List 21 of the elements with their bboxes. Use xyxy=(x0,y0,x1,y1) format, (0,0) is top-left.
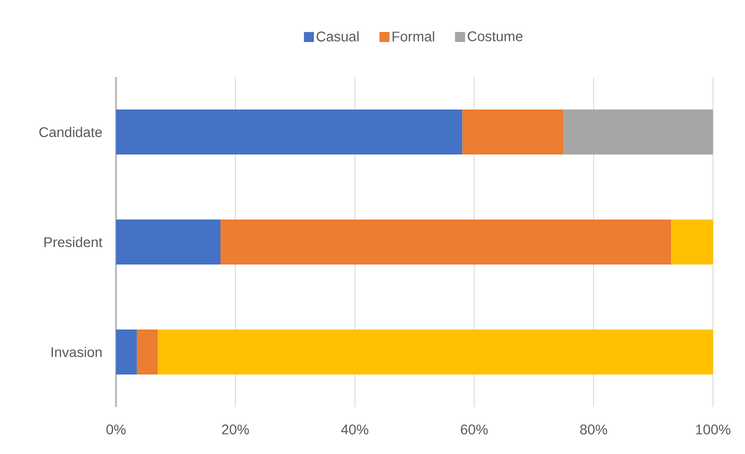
legend-label: Costume xyxy=(468,31,522,42)
x-tick-label: 100% xyxy=(696,424,730,434)
y-tick-label: President xyxy=(44,236,102,248)
bar xyxy=(462,109,564,154)
bar xyxy=(564,109,713,154)
bar xyxy=(220,219,672,264)
bar xyxy=(136,329,158,374)
legend-label: Casual xyxy=(316,31,359,42)
y-tick-label: Candidate xyxy=(39,126,102,138)
bar xyxy=(116,109,462,154)
y-tick-label: Invasion xyxy=(52,346,102,358)
bar xyxy=(671,219,713,264)
legend-label: Formal xyxy=(392,31,434,42)
x-tick-label: 80% xyxy=(580,424,608,434)
bar xyxy=(158,329,713,374)
bar xyxy=(116,219,220,264)
bar xyxy=(116,329,137,374)
x-tick-label: 40% xyxy=(341,424,368,434)
x-tick-label: 20% xyxy=(222,424,249,434)
x-tick-label: 0% xyxy=(106,424,126,434)
x-tick-label: 60% xyxy=(460,424,488,434)
